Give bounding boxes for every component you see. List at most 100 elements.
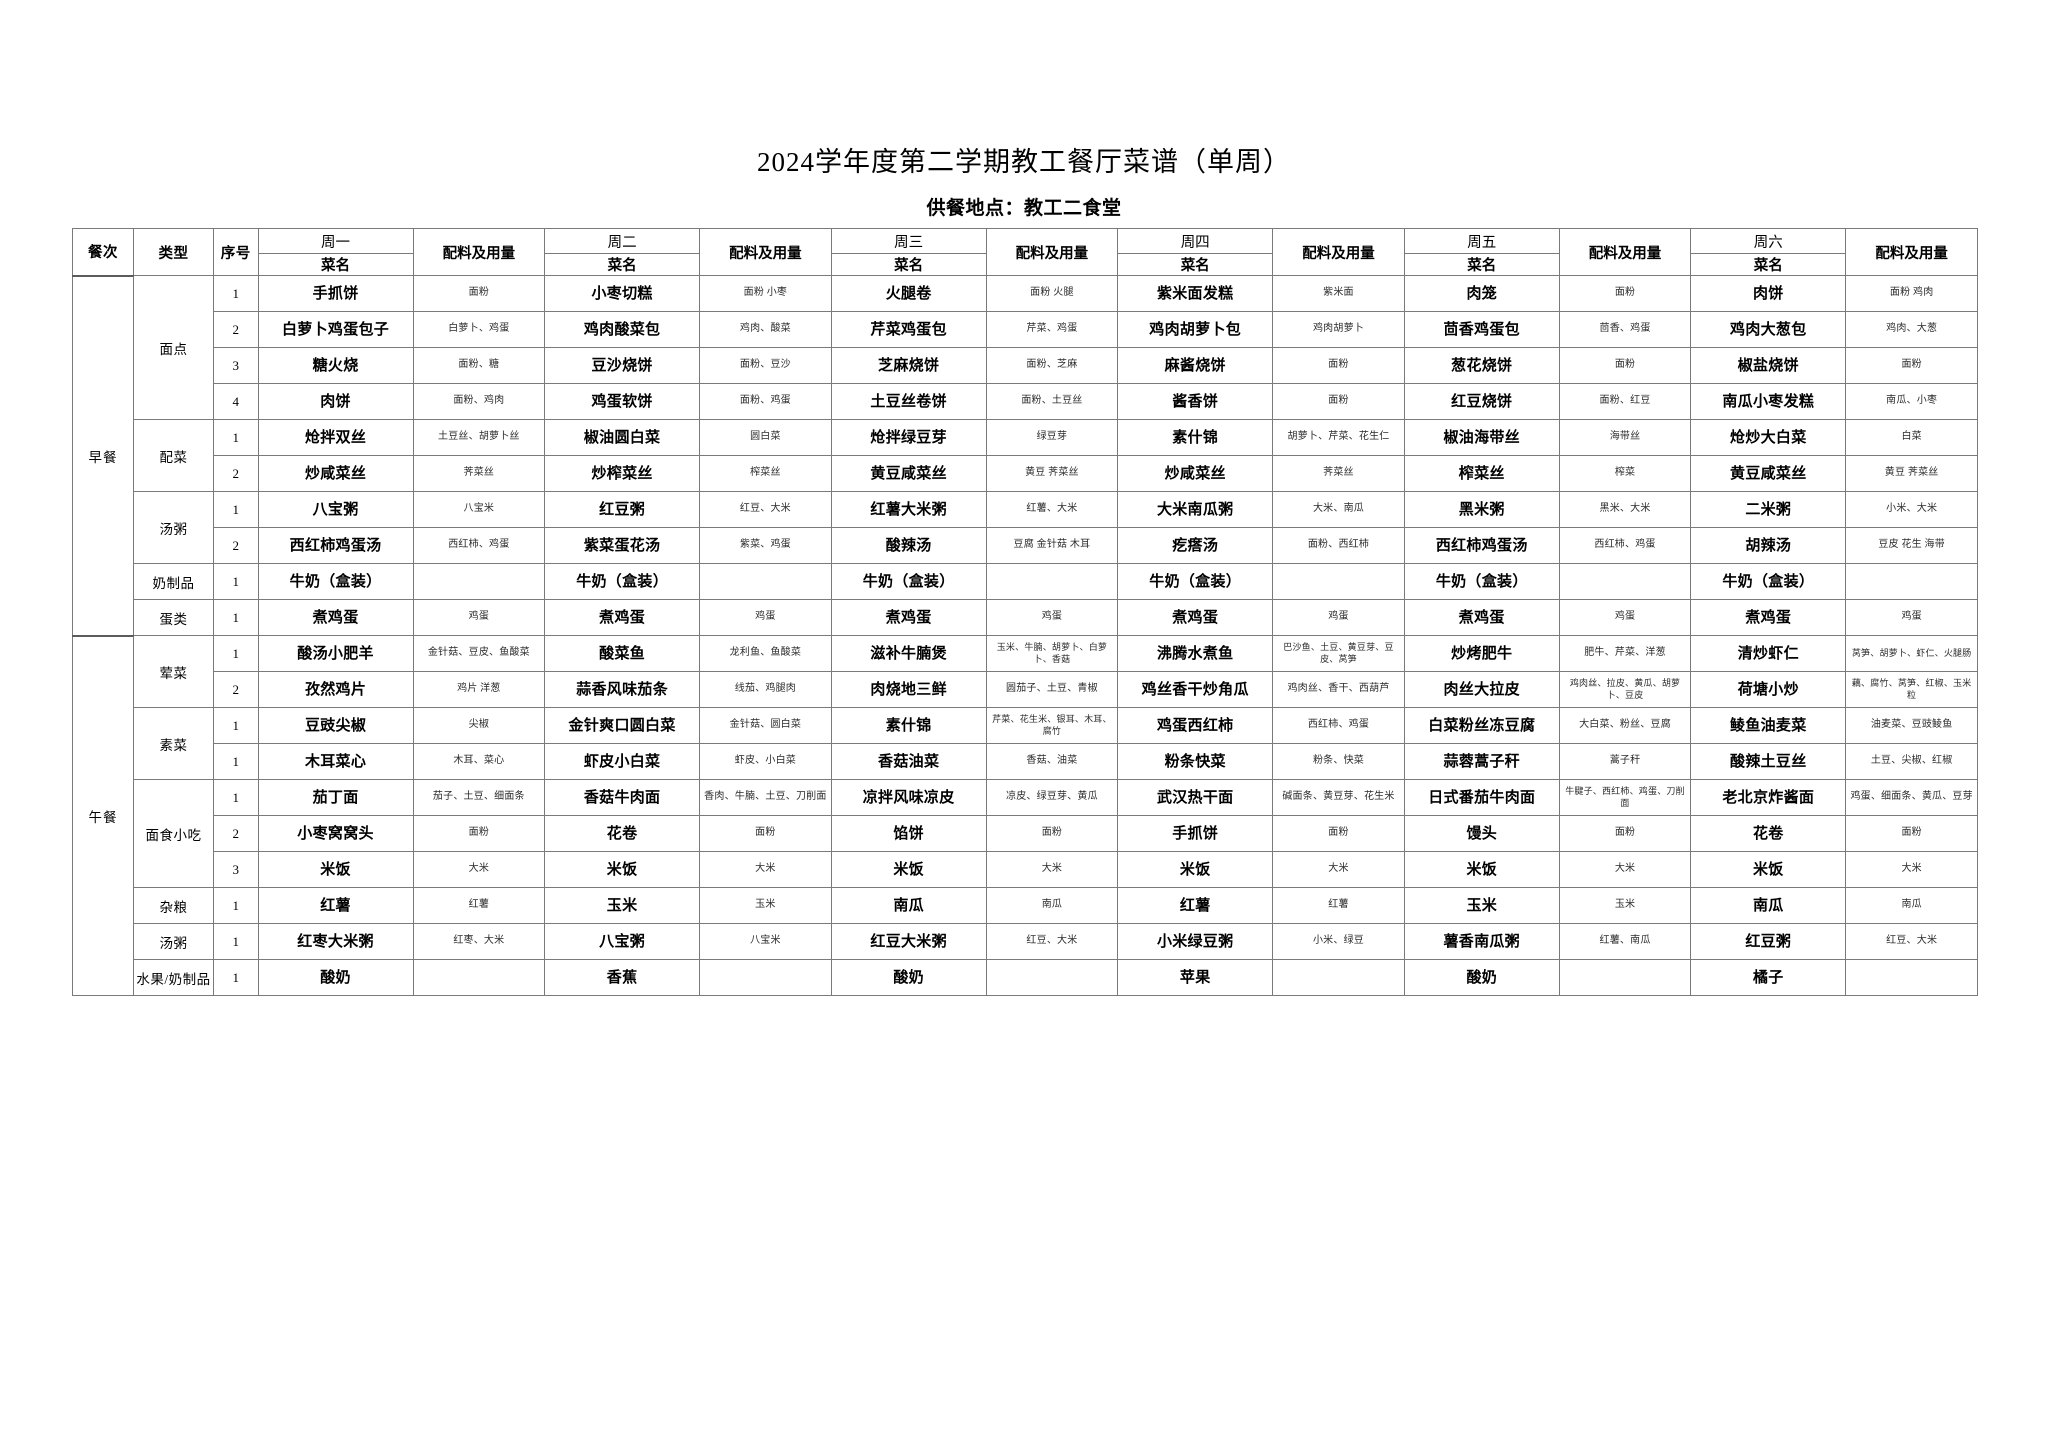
row-index: 2 — [212, 671, 259, 708]
row-index: 2 — [212, 815, 259, 852]
row-index: 2 — [212, 455, 259, 492]
ingredients-thu: 大米 — [1272, 851, 1405, 888]
ingredients-wed: 芹菜、鸡蛋 — [985, 311, 1119, 348]
ingredients-tue — [699, 959, 832, 996]
dish-name-tue: 红豆粥 — [544, 491, 701, 528]
dish-name-wed: 煮鸡蛋 — [830, 599, 987, 636]
ingredients-fri: 蒿子秆 — [1558, 743, 1692, 780]
dish-name-thu: 大米南瓜粥 — [1117, 491, 1274, 528]
dish-name-thu: 鸡丝香干炒角瓜 — [1117, 671, 1274, 708]
table-row: 午餐 荤菜 1 酸汤小肥羊 金针菇、豆皮、鱼酸菜 酸菜鱼 龙利鱼、鱼酸菜 滋补牛腩煲 玉米、牛腩… — [71, 634, 1978, 996]
table-row: 汤粥 1 八宝粥 八宝米 红豆粥 红豆、大米 红薯大米粥 红薯、大米 大米南瓜粥 大米、南瓜 黑米粥… — [73, 491, 1978, 564]
dish-name-wed: 芹菜鸡蛋包 — [830, 311, 987, 348]
dish-name-tue: 酸菜鱼 — [544, 635, 701, 672]
ingredients-tue — [699, 563, 832, 600]
meal-label-breakfast: 早餐 — [71, 274, 135, 636]
dish-name-thu: 疙瘩汤 — [1117, 527, 1274, 564]
dish-name-thu: 小米绿豆粥 — [1117, 923, 1274, 960]
dish-name-sat: 酸辣土豆丝 — [1690, 743, 1847, 780]
dish-name-sat: 煮鸡蛋 — [1690, 599, 1847, 636]
row-index: 1 — [212, 491, 259, 528]
row-index: 1 — [212, 923, 259, 960]
group-label: 汤粥 — [133, 491, 214, 564]
header-ingredients-tue: 配料及用量 — [699, 228, 832, 276]
ingredients-wed — [985, 959, 1119, 996]
ingredients-mon: 面粉、鸡肉 — [412, 383, 546, 420]
dish-name-wed: 酸奶 — [830, 959, 987, 996]
ingredients-mon: 红枣、大米 — [412, 923, 546, 960]
group-label: 水果/奶制品 — [133, 959, 214, 996]
ingredients-mon: 西红柿、鸡蛋 — [412, 527, 546, 564]
table-row: 杂粮 1 红薯 红薯 玉米 玉米 南瓜 南瓜 红薯 红薯 玉米 玉米 南瓜 南瓜 — [73, 887, 1978, 924]
ingredients-sat: 白菜 — [1845, 419, 1978, 456]
row-index: 1 — [212, 635, 259, 672]
ingredients-mon: 面粉 — [412, 815, 546, 852]
ingredients-sat: 鸡蛋 — [1845, 599, 1978, 636]
dish-name-wed: 芝麻烧饼 — [830, 347, 987, 384]
ingredients-tue: 面粉 小枣 — [699, 275, 832, 312]
group-label: 奶制品 — [133, 563, 214, 600]
dish-name-tue: 紫菜蛋花汤 — [544, 527, 701, 564]
ingredients-thu: 碱面条、黄豆芽、花生米 — [1272, 779, 1405, 816]
dish-name-sat: 红豆粥 — [1690, 923, 1847, 960]
table-row: 2 西红柿鸡蛋汤 西红柿、鸡蛋 紫菜蛋花汤 紫菜、鸡蛋 酸辣汤 豆腐 金针菇 木耳 疙瘩汤 面粉… — [73, 527, 1978, 564]
dish-name-fri: 炒烤肥牛 — [1403, 635, 1560, 672]
table-row: 2 白萝卜鸡蛋包子 白萝卜、鸡蛋 鸡肉酸菜包 鸡肉、酸菜 芹菜鸡蛋包 芹菜、鸡蛋 鸡肉胡萝卜包… — [73, 311, 1978, 348]
ingredients-fri: 红薯、南瓜 — [1558, 923, 1692, 960]
ingredients-tue: 大米 — [699, 851, 832, 888]
ingredients-wed: 玉米、牛腩、胡萝卜、白萝卜、香菇 — [985, 635, 1119, 672]
ingredients-fri: 西红柿、鸡蛋 — [1558, 527, 1692, 564]
dish-name-thu: 麻酱烧饼 — [1117, 347, 1274, 384]
group-label: 汤粥 — [133, 923, 214, 960]
dish-name-thu: 鸡蛋西红柿 — [1117, 707, 1274, 744]
ingredients-tue: 香肉、牛腩、土豆、刀削面 — [699, 779, 832, 816]
ingredients-wed: 香菇、油菜 — [985, 743, 1119, 780]
ingredients-wed: 面粉 — [985, 815, 1119, 852]
group-label: 面食小吃 — [133, 779, 214, 888]
row-index: 1 — [212, 743, 259, 780]
ingredients-mon — [412, 563, 546, 600]
table-row: 2 孜然鸡片 鸡片 洋葱 蒜香风味茄条 线茄、鸡腿肉 肉烧地三鲜 圆茄子、土豆、青椒 鸡丝香干… — [73, 671, 1978, 708]
ingredients-mon — [412, 959, 546, 996]
header-ingredients-mon: 配料及用量 — [412, 228, 546, 276]
ingredients-fri: 黑米、大米 — [1558, 491, 1692, 528]
dish-name-mon: 豆豉尖椒 — [257, 707, 414, 744]
dish-name-mon: 炝拌双丝 — [257, 419, 414, 456]
ingredients-sat: 鸡蛋、细面条、黄瓜、豆芽 — [1845, 779, 1978, 816]
ingredients-tue: 金针菇、圆白菜 — [699, 707, 832, 744]
ingredients-tue: 圆白菜 — [699, 419, 832, 456]
dish-name-thu: 炒咸菜丝 — [1117, 455, 1274, 492]
header-row-1: 餐次 类型 序号 周一 配料及用量 周二 配料及用量 周三 配料及用量 周四 配… — [71, 228, 1978, 276]
row-index: 1 — [212, 419, 259, 456]
table-row: 素菜 1 豆豉尖椒 尖椒 金针爽口圆白菜 金针菇、圆白菜 素什锦 芹菜、花生米、银耳、木耳、腐… — [73, 707, 1978, 780]
ingredients-sat: 莴笋、胡萝卜、虾仁、火腿肠 — [1845, 635, 1978, 672]
header-dishname-mon: 菜名 — [257, 253, 414, 276]
dish-name-tue: 豆沙烧饼 — [544, 347, 701, 384]
ingredients-wed: 豆腐 金针菇 木耳 — [985, 527, 1119, 564]
header-ingredients-sat: 配料及用量 — [1845, 228, 1978, 276]
ingredients-wed: 红薯、大米 — [985, 491, 1119, 528]
ingredients-fri — [1558, 959, 1692, 996]
dish-name-fri: 葱花烧饼 — [1403, 347, 1560, 384]
table-row: 3 糖火烧 面粉、糖 豆沙烧饼 面粉、豆沙 芝麻烧饼 面粉、芝麻 麻酱烧饼 面粉 葱花烧饼 面粉 椒盐… — [73, 347, 1978, 384]
dish-name-sat: 米饭 — [1690, 851, 1847, 888]
dish-name-tue: 香菇牛肉面 — [544, 779, 701, 816]
dish-name-sat: 胡辣汤 — [1690, 527, 1847, 564]
ingredients-mon: 面粉、糖 — [412, 347, 546, 384]
ingredients-sat: 鸡肉、大葱 — [1845, 311, 1978, 348]
dish-name-thu: 粉条快菜 — [1117, 743, 1274, 780]
ingredients-fri: 鸡肉丝、拉皮、黄瓜、胡萝卜、豆皮 — [1558, 671, 1692, 708]
ingredients-wed: 面粉 火腿 — [985, 275, 1119, 312]
ingredients-mon: 土豆丝、胡萝卜丝 — [412, 419, 546, 456]
dish-name-fri: 红豆烧饼 — [1403, 383, 1560, 420]
ingredients-tue: 面粉、豆沙 — [699, 347, 832, 384]
ingredients-thu — [1272, 959, 1405, 996]
dish-name-mon: 酸奶 — [257, 959, 414, 996]
ingredients-thu: 面粉 — [1272, 347, 1405, 384]
dish-name-tue: 炒榨菜丝 — [544, 455, 701, 492]
ingredients-wed: 鸡蛋 — [985, 599, 1119, 636]
row-index: 3 — [212, 851, 259, 888]
header-meal: 餐次 — [71, 228, 135, 276]
dish-name-sat: 鲮鱼油麦菜 — [1690, 707, 1847, 744]
row-index: 1 — [212, 959, 259, 996]
